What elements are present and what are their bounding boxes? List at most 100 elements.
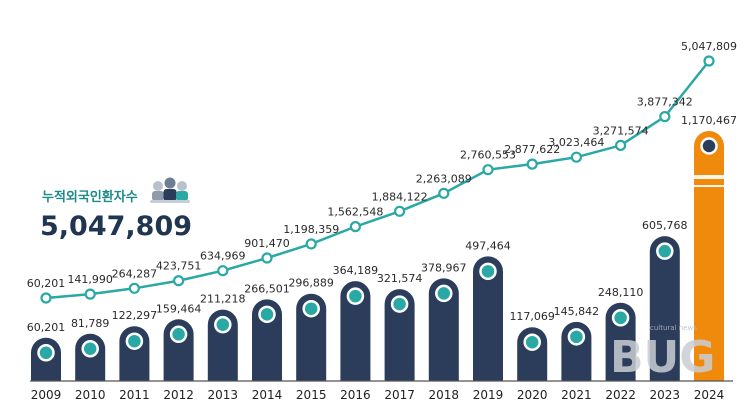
watermark-text: BUG — [610, 332, 715, 383]
line-label-2024: 5,047,809 — [681, 40, 737, 53]
line-label-2020: 2,877,622 — [504, 143, 560, 156]
bar-2018 — [428, 278, 459, 381]
bar-dot-2016 — [346, 287, 365, 305]
line-label-2010: 141,990 — [67, 273, 113, 286]
bar-dot-2011 — [125, 332, 144, 350]
line-point-2022 — [614, 139, 627, 152]
bar-label-2015: 296,889 — [288, 277, 334, 290]
people-icon — [150, 177, 190, 203]
line-label-2021: 3,023,464 — [548, 136, 604, 149]
year-label-2019: 2019 — [473, 388, 504, 402]
bar-dot-2013 — [214, 315, 232, 334]
line-label-2017: 1,884,122 — [372, 190, 428, 203]
year-label-2023: 2023 — [650, 388, 681, 402]
line-label-2018: 2,263,089 — [416, 172, 472, 185]
line-layer: 60,201 141,990264,287423,751634,969901,47… — [27, 40, 737, 304]
bar-label-2020: 117,069 — [509, 310, 555, 323]
line-label-2012: 423,751 — [156, 260, 202, 273]
line-point-2012 — [173, 275, 185, 287]
line-label-2023: 3,877,342 — [637, 96, 693, 109]
bar-dot-2017 — [390, 295, 409, 313]
year-label-2017: 2017 — [384, 388, 415, 402]
bar-label-2016: 364,189 — [333, 264, 379, 277]
bar-label-2023: 605,768 — [642, 219, 688, 232]
bar-dot-2023 — [656, 242, 674, 260]
year-label-2015: 2015 — [296, 388, 327, 402]
year-label-2009: 2009 — [31, 388, 62, 402]
line-label-2009: 60,201 — [27, 277, 66, 290]
line-point-2010 — [84, 288, 96, 300]
bar-dot-2012 — [169, 325, 188, 344]
line-point-2023 — [659, 111, 671, 123]
bar-label-2018: 378,967 — [421, 261, 467, 274]
bar-label-2010: 81,789 — [71, 317, 110, 330]
bar-label-2011: 122,297 — [112, 309, 158, 322]
bar-2023 — [649, 236, 680, 381]
year-labels: 2009 2010 2011 2012 2013 2014 2015 2016 2017 2018… — [31, 388, 725, 402]
bar-stripe — [693, 175, 725, 179]
line-point-2014 — [261, 252, 273, 264]
bar-dot-2009 — [37, 344, 55, 362]
year-label-2013: 2013 — [208, 388, 239, 402]
bar-dot-2020 — [523, 333, 541, 351]
cumulative-line — [45, 60, 710, 300]
line-label-2011: 264,287 — [112, 267, 158, 280]
bar-dot-2010 — [81, 340, 99, 358]
line-point-2018 — [438, 187, 450, 199]
bar-label-2012: 159,464 — [156, 302, 202, 315]
bar-2017 — [384, 289, 415, 381]
bar-2016 — [340, 281, 371, 381]
bar-label-2009: 60,201 — [27, 321, 66, 334]
legend-caption: 누적외국인환자수 5,047,809 — [40, 177, 192, 242]
watermark-small: cultural news — [650, 324, 697, 332]
line-point-2009 — [40, 292, 52, 304]
line-point-2021 — [570, 151, 583, 163]
year-label-2014: 2014 — [252, 388, 283, 402]
line-point-2015 — [305, 238, 317, 250]
total-value: 5,047,809 — [40, 211, 192, 242]
year-label-2011: 2011 — [119, 388, 150, 402]
bar-label-2017: 321,574 — [377, 272, 423, 285]
bar-dot-2022 — [611, 309, 630, 327]
bar-label-2024: 1,170,467 — [681, 114, 737, 127]
bar-label-2019: 497,464 — [465, 239, 511, 252]
bar-dot-2018 — [435, 284, 453, 303]
bar-dot-2014 — [258, 305, 276, 324]
caption-label: 누적외국인환자수 — [42, 189, 138, 205]
watermark-logo: BUG cultural news — [610, 324, 715, 383]
bar-stripe — [693, 185, 725, 187]
line-label-2016: 1,562,548 — [327, 206, 383, 219]
line-point-2024 — [703, 55, 715, 67]
year-label-2021: 2021 — [561, 388, 592, 402]
year-label-2012: 2012 — [163, 388, 194, 402]
line-label-2014: 901,470 — [244, 237, 290, 250]
bar-2019 — [473, 256, 504, 381]
year-label-2022: 2022 — [605, 388, 636, 402]
bar-2022 — [605, 302, 636, 381]
bar-dot-2021 — [567, 328, 586, 346]
year-label-2018: 2018 — [429, 388, 460, 402]
line-point-2020 — [526, 158, 538, 170]
line-point-2017 — [394, 205, 406, 217]
bar-label-2021: 145,842 — [554, 305, 600, 318]
bar-label-2014: 266,501 — [244, 282, 290, 295]
year-label-2020: 2020 — [517, 388, 548, 402]
year-label-2016: 2016 — [340, 388, 371, 402]
bar-2015 — [296, 293, 327, 381]
bar-dot-2024 — [700, 137, 718, 155]
line-label-2013: 634,969 — [200, 250, 246, 263]
bar-label-2013: 211,218 — [200, 293, 246, 306]
bar-dot-2019 — [479, 262, 497, 281]
bars-layer: 60,201 81,789122,297159,464211,218266,501… — [27, 114, 737, 381]
line-label-2015: 1,198,359 — [283, 223, 339, 236]
line-point-2011 — [128, 282, 140, 294]
bar-dot-2015 — [302, 299, 320, 318]
line-point-2016 — [349, 221, 361, 233]
year-label-2010: 2010 — [75, 388, 106, 402]
year-label-2024: 2024 — [694, 388, 725, 402]
line-label-2019: 2,760,553 — [460, 149, 516, 162]
line-label-2022: 3,271,574 — [593, 124, 649, 137]
bar-2014 — [252, 299, 282, 381]
bar-label-2022: 248,110 — [598, 286, 644, 299]
